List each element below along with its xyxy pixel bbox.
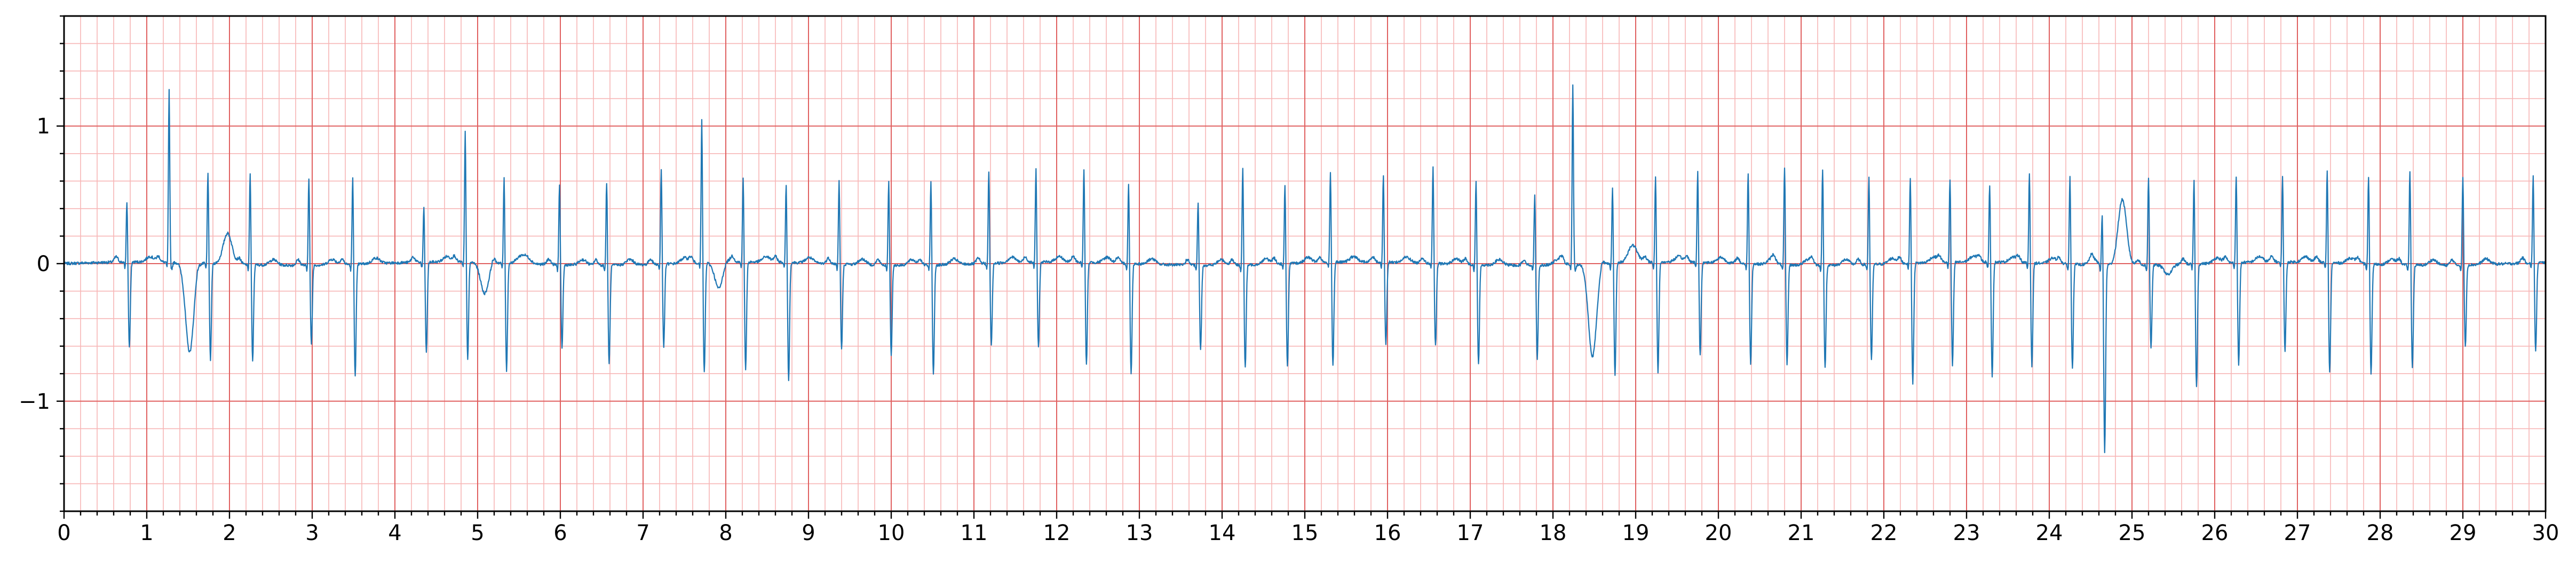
x-tick-label: 13 <box>1126 521 1153 545</box>
x-tick-label: 24 <box>2036 521 2063 545</box>
r-peak-point <box>2409 167 2411 168</box>
r-peak-point <box>2462 173 2463 175</box>
r-peak-point <box>1198 199 1199 200</box>
x-tick-label: 18 <box>1540 521 1567 545</box>
x-tick-label: 1 <box>140 521 153 545</box>
x-tick-label: 26 <box>2201 521 2229 545</box>
r-peak-point <box>352 175 353 176</box>
tick-labels: 0 1 2 3 4 5 6 7 8 9 10 11 12 13 14 15 16 17 18 19 20 21 22 23 24… <box>19 114 2559 545</box>
r-peak-point <box>2070 173 2071 175</box>
r-peak-point <box>2533 173 2534 175</box>
r-peak-point <box>1822 164 1823 165</box>
ecg-signal <box>64 84 2546 454</box>
r-peak-point <box>930 178 931 179</box>
x-tick-label: 4 <box>388 521 401 545</box>
r-peak-point <box>559 180 560 181</box>
ecg-trace <box>64 84 2546 454</box>
x-tick-label: 7 <box>636 521 649 545</box>
r-peak-point <box>743 177 744 178</box>
x-tick-label: 27 <box>2284 521 2311 545</box>
x-tick-label: 20 <box>1705 521 1732 545</box>
x-tick-label: 10 <box>878 521 905 545</box>
x-tick-label: 12 <box>1043 521 1071 545</box>
x-tick-label: 30 <box>2532 521 2559 545</box>
r-peak-point <box>1285 183 1286 184</box>
r-peak-point <box>1748 170 1749 171</box>
r-peak-point <box>1572 84 1573 85</box>
r-peak-point <box>423 207 424 208</box>
r-peak-point <box>169 91 170 92</box>
x-tick-label: 14 <box>1209 521 1236 545</box>
x-tick-label: 9 <box>802 521 815 545</box>
x-tick-label: 19 <box>1622 521 1650 545</box>
r-peak-point <box>2282 177 2283 178</box>
x-tick-label: 6 <box>553 521 567 545</box>
r-peak-point <box>2148 173 2149 175</box>
r-peak-point <box>1128 182 1129 183</box>
x-tick-label: 28 <box>2367 521 2394 545</box>
r-peak-point <box>1697 170 1698 171</box>
r-peak-point <box>208 170 209 171</box>
r-peak-point <box>1949 178 1951 179</box>
r-peak-point <box>988 170 989 171</box>
r-peak-point <box>888 177 889 178</box>
r-peak-point <box>1432 164 1433 165</box>
x-tick-label: 25 <box>2119 521 2146 545</box>
r-peak-point <box>2193 178 2194 179</box>
r-peak-point <box>504 177 505 178</box>
r-peak-point <box>1035 168 1036 169</box>
x-tick-label: 3 <box>305 521 319 545</box>
x-tick-label: 17 <box>1457 521 1484 545</box>
r-peak-point <box>2236 173 2237 175</box>
r-peak-point <box>2327 170 2328 171</box>
r-peak-point <box>1910 177 1911 178</box>
x-tick-label: 15 <box>1291 521 1319 545</box>
r-peak-point <box>1476 177 1477 178</box>
r-peak-point <box>606 178 607 179</box>
r-peak-point <box>1083 167 1084 168</box>
x-tick-label: 8 <box>719 521 732 545</box>
r-peak-point <box>2102 211 2103 212</box>
r-peak-point <box>1868 173 1869 175</box>
r-peak-point <box>661 167 662 168</box>
r-peak-point <box>786 183 787 184</box>
r-peak-point <box>2029 171 2030 172</box>
r-peak-point <box>2368 173 2369 175</box>
r-peak-point <box>1655 177 1656 178</box>
x-tick-label: 29 <box>2450 521 2477 545</box>
x-tick-label: 5 <box>471 521 484 545</box>
r-peak-point <box>465 131 466 132</box>
y-tick-label: 0 <box>37 252 50 276</box>
x-tick-label: 16 <box>1374 521 1401 545</box>
r-peak-point <box>1534 190 1535 191</box>
r-peak-point <box>1784 164 1785 165</box>
r-peak-point <box>701 117 702 118</box>
r-peak-point <box>1330 170 1331 171</box>
x-tick-label: 22 <box>1870 521 1898 545</box>
r-peak-point <box>838 178 839 179</box>
y-tick-label: 1 <box>37 114 50 139</box>
x-tick-label: 21 <box>1788 521 1815 545</box>
x-tick-label: 0 <box>57 521 70 545</box>
r-peak-point <box>1989 183 1990 184</box>
r-peak-point <box>126 201 128 202</box>
r-peak-point <box>1242 164 1243 165</box>
x-tick-label: 23 <box>1953 521 1980 545</box>
x-tick-label: 11 <box>961 521 988 545</box>
r-peak-point <box>308 173 310 175</box>
r-peak-point <box>1612 186 1613 187</box>
r-peak-point <box>250 170 251 171</box>
r-peak-point <box>1383 173 1384 175</box>
y-tick-label: −1 <box>19 390 50 414</box>
axis-ticks <box>57 15 2547 519</box>
x-tick-label: 2 <box>223 521 236 545</box>
